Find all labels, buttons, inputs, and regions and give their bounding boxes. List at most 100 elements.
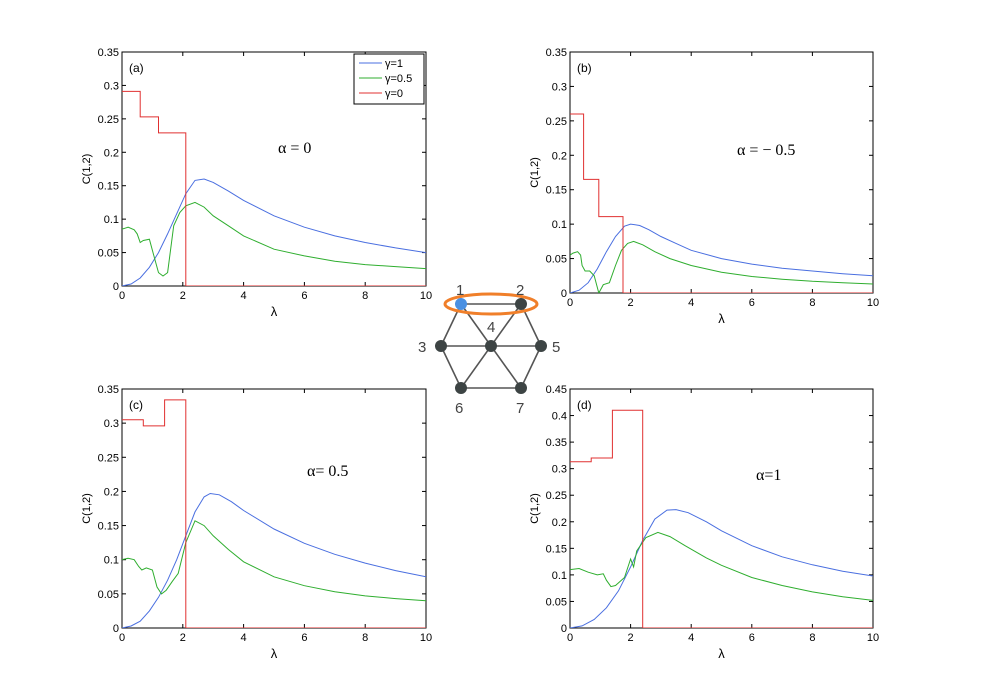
series-line-2-panel-3 xyxy=(122,520,426,602)
x-tick-label-panel-1: 2 xyxy=(180,290,186,302)
panel-label-panel-4: (d) xyxy=(577,398,592,412)
panel-label-panel-1: (a) xyxy=(129,61,144,75)
node-1 xyxy=(455,298,467,310)
chart-panel-4: 0 2 4 6 8 10 0 0.05 0.1 0.15 0.2 0.25 0.3 0.35 0.4 0.45… xyxy=(529,384,879,661)
y-tick-label-panel-2: 0.25 xyxy=(546,116,567,128)
x-tick-label-panel-4: 4 xyxy=(688,632,694,644)
y-tick-label-panel-4: 0.15 xyxy=(546,543,567,555)
x-tick-label-panel-4: 10 xyxy=(867,632,879,644)
legend-entry-3: γ=0 xyxy=(385,88,403,100)
alpha-annotation-panel-4: α=1 xyxy=(756,467,781,484)
x-tick-label-panel-4: 8 xyxy=(809,632,815,644)
x-tick-label-panel-1: 10 xyxy=(420,290,432,302)
x-tick-label-panel-3: 8 xyxy=(362,632,368,644)
y-tick-label-panel-4: 0.3 xyxy=(552,464,567,476)
node-label-3: 3 xyxy=(418,339,426,356)
alpha-annotation-panel-3: α= 0.5 xyxy=(307,463,348,480)
y-tick-label-panel-2: 0.35 xyxy=(546,47,567,59)
y-tick-label-panel-2: 0.05 xyxy=(546,254,567,266)
node-4 xyxy=(485,340,497,352)
series-line-2-panel-4 xyxy=(570,531,873,601)
series-line-3-panel-2 xyxy=(570,113,873,293)
y-tick-label-panel-4: 0.25 xyxy=(546,490,567,502)
y-tick-label-panel-3: 0.25 xyxy=(98,452,119,464)
x-tick-label-panel-3: 0 xyxy=(119,632,125,644)
x-axis-label-panel-4: λ xyxy=(718,646,725,661)
series-line-2-panel-2 xyxy=(570,240,873,293)
x-tick-label-panel-2: 10 xyxy=(867,297,879,309)
y-tick-label-panel-3: 0.1 xyxy=(104,555,119,567)
series-line-1-panel-2 xyxy=(570,223,873,293)
panels-layer: 0 2 4 6 8 1000.050.10.150.20.250.30.35λC(1,2)… xyxy=(81,47,879,661)
y-tick-label-panel-3: 0.15 xyxy=(98,521,119,533)
y-axis-label-panel-2: C(1,2) xyxy=(529,157,541,188)
y-tick-label-panel-4: 0.4 xyxy=(552,411,567,423)
series-line-1-panel-1 xyxy=(122,178,426,286)
alpha-annotation-panel-1: α = 0 xyxy=(278,140,311,157)
x-tick-label-panel-3: 6 xyxy=(301,632,307,644)
y-tick-label-panel-4: 0.35 xyxy=(546,437,567,449)
x-tick-label-panel-2: 8 xyxy=(809,297,815,309)
x-tick-label-panel-3: 2 xyxy=(180,632,186,644)
plot-area-panel-2 xyxy=(569,51,874,294)
y-tick-label-panel-3: 0.3 xyxy=(104,418,119,430)
bond-highlight-ring xyxy=(443,292,539,316)
node-5 xyxy=(535,340,547,352)
series-line-1-panel-3 xyxy=(122,492,426,628)
y-tick-label-panel-2: 0.3 xyxy=(552,81,567,93)
legend-entry-1: γ=1 xyxy=(385,58,403,70)
chart-panel-3: 0 2 4 6 8 10 0 0.05 0.1 0.15 0.2 0.25 0.3 0.35 λ C(1,2)… xyxy=(81,384,432,661)
node-7 xyxy=(515,382,527,394)
x-tick-label-panel-4: 2 xyxy=(628,632,634,644)
y-tick-label-panel-1: 0.1 xyxy=(104,214,119,226)
y-tick-label-panel-1: 0.3 xyxy=(104,80,119,92)
x-axis-label-panel-1: λ xyxy=(271,304,278,319)
y-axis-label-panel-4: C(1,2) xyxy=(529,493,541,524)
x-tick-label-panel-2: 6 xyxy=(749,297,755,309)
x-tick-label-panel-1: 4 xyxy=(241,290,247,302)
y-tick-label-panel-4: 0 xyxy=(561,623,567,635)
node-label-5: 5 xyxy=(552,339,560,356)
alpha-annotation-panel-2: α = − 0.5 xyxy=(737,142,795,159)
legend-box-panel-1 xyxy=(353,53,425,105)
y-tick-label-panel-4: 0.2 xyxy=(552,517,567,529)
x-tick-label-panel-1: 0 xyxy=(119,290,125,302)
x-axis-label-panel-3: λ xyxy=(271,646,278,661)
node-3 xyxy=(435,340,447,352)
y-tick-label-panel-2: 0.1 xyxy=(552,219,567,231)
x-axis-label-panel-2: λ xyxy=(718,311,725,326)
y-axis-label-panel-1: C(1,2) xyxy=(81,154,93,185)
y-tick-label-panel-4: 0.45 xyxy=(546,384,567,396)
chart-panel-1: 0 2 4 6 8 10 0 0.05 0.1 0.15 0.2 0.25 0.3 0.35 λ C(1,2)… xyxy=(81,47,432,319)
chart-panel-2: 0 2 4 6 8 10 0 0.05 0.1 0.15 0.2 0.25 0.3 0.35 λ C(1,2)… xyxy=(529,47,879,326)
y-tick-label-panel-3: 0 xyxy=(113,623,119,635)
x-tick-label-panel-3: 4 xyxy=(241,632,247,644)
node-label-7: 7 xyxy=(516,400,524,417)
series-line-3-panel-3 xyxy=(122,399,426,628)
legend-entry-2: γ=0.5 xyxy=(385,73,412,85)
series-line-3-panel-4 xyxy=(570,409,873,628)
x-tick-label-panel-4: 6 xyxy=(749,632,755,644)
plot-area-panel-3 xyxy=(121,388,427,629)
y-axis-label-panel-3: C(1,2) xyxy=(81,493,93,524)
plot-area-panel-4 xyxy=(569,388,874,629)
y-tick-label-panel-4: 0.05 xyxy=(546,596,567,608)
y-tick-label-panel-4: 0.1 xyxy=(552,570,567,582)
y-tick-label-panel-2: 0.2 xyxy=(552,150,567,162)
y-tick-label-panel-1: 0.05 xyxy=(98,248,119,260)
node-label-2: 2 xyxy=(516,282,524,299)
x-tick-label-panel-1: 8 xyxy=(362,290,368,302)
series-line-3-panel-1 xyxy=(122,90,426,286)
x-tick-label-panel-2: 0 xyxy=(567,297,573,309)
series-line-2-panel-1 xyxy=(122,201,426,277)
node-6 xyxy=(455,382,467,394)
x-tick-label-panel-1: 6 xyxy=(301,290,307,302)
node-label-4: 4 xyxy=(487,319,495,336)
panel-label-panel-3: (c) xyxy=(129,398,143,412)
y-tick-label-panel-3: 0.2 xyxy=(104,486,119,498)
y-tick-label-panel-3: 0.05 xyxy=(98,589,119,601)
node-label-1: 1 xyxy=(456,282,464,299)
node-label-6: 6 xyxy=(455,400,463,417)
legend-panel-1: γ=1 γ=0.5 γ=0 xyxy=(353,53,425,105)
